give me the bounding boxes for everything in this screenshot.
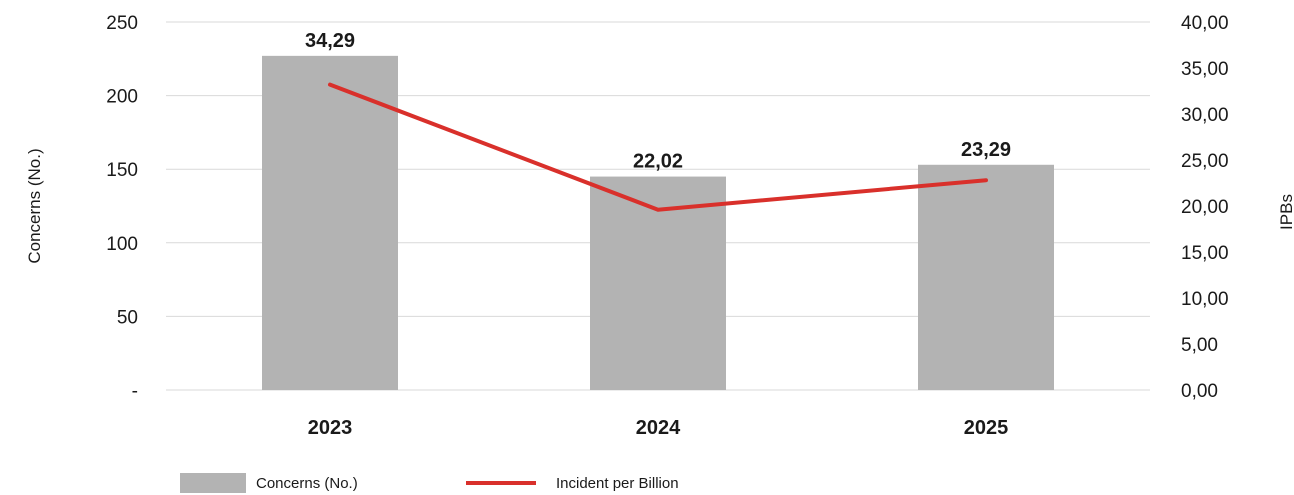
left-tick-label: 200 bbox=[106, 87, 138, 108]
category-label: 2024 bbox=[636, 417, 681, 439]
legend-label-concerns: Concerns (No.) bbox=[256, 475, 358, 492]
category-label: 2023 bbox=[308, 417, 353, 439]
right-tick-label: 5,00 bbox=[1181, 335, 1218, 356]
left-axis-ticks: - 50 100 150 200 250 bbox=[106, 13, 138, 402]
right-tick-label: 30,00 bbox=[1181, 105, 1229, 126]
legend: Concerns (No.) Incident per Billion bbox=[180, 473, 679, 493]
right-tick-label: 0,00 bbox=[1181, 381, 1218, 402]
line-path bbox=[328, 82, 988, 212]
left-tick-label: - bbox=[132, 381, 138, 402]
right-tick-label: 40,00 bbox=[1181, 13, 1229, 34]
bar bbox=[262, 55, 398, 391]
legend-swatch-concerns bbox=[180, 473, 246, 493]
left-tick-label: 100 bbox=[106, 234, 138, 255]
left-axis-title: Concerns (No.) bbox=[25, 148, 44, 263]
left-tick-label: 50 bbox=[117, 307, 138, 328]
category-axis-ticks: 2023 2024 2025 bbox=[308, 417, 1009, 439]
data-label: 22,02 bbox=[633, 151, 683, 173]
right-tick-label: 35,00 bbox=[1181, 59, 1229, 80]
left-tick-label: 150 bbox=[106, 160, 138, 181]
right-axis-ticks: 0,00 5,00 10,00 15,00 20,00 25,00 30,00 35,00 40… bbox=[1181, 13, 1229, 402]
right-axis-title: IPBs bbox=[1277, 194, 1294, 230]
right-tick-label: 20,00 bbox=[1181, 197, 1229, 218]
left-tick-label: 250 bbox=[106, 13, 138, 34]
right-tick-label: 10,00 bbox=[1181, 289, 1229, 310]
legend-label-incident: Incident per Billion bbox=[556, 475, 679, 492]
bar bbox=[590, 176, 726, 390]
bar-series bbox=[262, 55, 1054, 391]
line-series bbox=[328, 82, 988, 212]
category-label: 2025 bbox=[964, 417, 1009, 439]
right-tick-label: 15,00 bbox=[1181, 243, 1229, 264]
bar bbox=[918, 164, 1054, 390]
data-label: 23,29 bbox=[961, 139, 1011, 161]
right-tick-label: 25,00 bbox=[1181, 151, 1229, 172]
data-labels: 34,29 22,02 23,29 bbox=[305, 30, 1011, 173]
data-label: 34,29 bbox=[305, 30, 355, 52]
